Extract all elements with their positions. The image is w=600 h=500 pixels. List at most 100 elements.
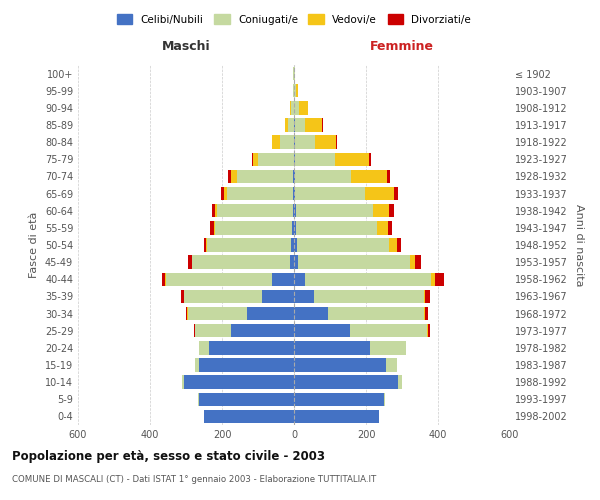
Bar (215, 204, 217, 218)
Y-axis label: Fasce di età: Fasce di età (29, 212, 39, 278)
Bar (214, 221, 215, 234)
Bar (305, 272, 431, 286)
Bar (280, 136, 294, 149)
Bar (247, 307, 294, 320)
Bar (184, 290, 262, 303)
Bar (373, 204, 389, 218)
Bar (295, 136, 314, 149)
Bar (431, 272, 435, 286)
Y-axis label: Anni di nascita: Anni di nascita (574, 204, 584, 286)
Bar (228, 170, 231, 183)
Bar (294, 376, 398, 389)
Bar (206, 238, 207, 252)
Bar (294, 221, 296, 234)
Bar (293, 187, 294, 200)
Bar (293, 204, 294, 218)
Bar (293, 170, 294, 183)
Legend: Celibi/Nubili, Coniugati/e, Vedovi/e, Divorziati/e: Celibi/Nubili, Coniugati/e, Vedovi/e, Di… (113, 10, 475, 29)
Bar (294, 204, 296, 218)
Bar (398, 376, 402, 389)
Bar (336, 136, 337, 149)
Bar (192, 256, 193, 269)
Bar (377, 221, 388, 234)
Bar (295, 170, 351, 183)
Bar (296, 221, 377, 234)
Bar (397, 238, 401, 252)
Bar (305, 118, 322, 132)
Bar (199, 341, 209, 354)
Bar (181, 290, 184, 303)
Bar (322, 118, 323, 132)
Bar (294, 290, 314, 303)
Bar (386, 358, 397, 372)
Bar (203, 238, 206, 252)
Bar (428, 324, 430, 338)
Bar (188, 256, 192, 269)
Bar (199, 358, 294, 372)
Bar (294, 187, 295, 200)
Bar (294, 152, 295, 166)
Bar (295, 187, 365, 200)
Bar (389, 204, 394, 218)
Bar (195, 358, 199, 372)
Bar (198, 392, 199, 406)
Bar (389, 238, 397, 252)
Bar (224, 187, 227, 200)
Bar (185, 307, 187, 320)
Bar (252, 152, 253, 166)
Bar (299, 101, 308, 114)
Bar (194, 324, 195, 338)
Bar (294, 307, 328, 320)
Text: COMUNE DI MASCALI (CT) - Dati ISTAT 1° gennaio 2003 - Elaborazione TUTTITALIA.IT: COMUNE DI MASCALI (CT) - Dati ISTAT 1° g… (12, 475, 376, 484)
Bar (294, 118, 295, 132)
Bar (294, 324, 350, 338)
Bar (425, 290, 430, 303)
Bar (296, 84, 298, 98)
Bar (284, 118, 287, 132)
Bar (295, 118, 305, 132)
Bar (258, 152, 294, 166)
Bar (369, 152, 371, 166)
Bar (294, 136, 295, 149)
Bar (351, 170, 387, 183)
Bar (210, 221, 214, 234)
Bar (314, 136, 336, 149)
Bar (424, 290, 425, 303)
Bar (297, 238, 389, 252)
Bar (293, 84, 294, 98)
Bar (184, 376, 294, 389)
Bar (294, 341, 370, 354)
Bar (384, 392, 385, 406)
Bar (435, 272, 444, 286)
Bar (424, 307, 425, 320)
Bar (207, 238, 292, 252)
Bar (290, 256, 294, 269)
Text: Femmine: Femmine (370, 40, 434, 53)
Bar (253, 152, 258, 166)
Bar (215, 221, 292, 234)
Bar (231, 324, 294, 338)
Bar (394, 187, 398, 200)
Bar (166, 272, 272, 286)
Bar (294, 67, 295, 80)
Bar (199, 392, 294, 406)
Bar (272, 272, 294, 286)
Bar (227, 187, 293, 200)
Bar (209, 341, 294, 354)
Bar (294, 238, 297, 252)
Bar (415, 256, 421, 269)
Bar (314, 290, 424, 303)
Bar (221, 187, 224, 200)
Bar (294, 410, 379, 423)
Bar (425, 307, 428, 320)
Text: Maschi: Maschi (161, 40, 211, 53)
Bar (188, 307, 247, 320)
Bar (298, 256, 410, 269)
Bar (294, 272, 305, 286)
Bar (294, 170, 295, 183)
Bar (287, 118, 294, 132)
Bar (238, 170, 293, 183)
Bar (388, 221, 392, 234)
Bar (370, 341, 406, 354)
Bar (350, 324, 427, 338)
